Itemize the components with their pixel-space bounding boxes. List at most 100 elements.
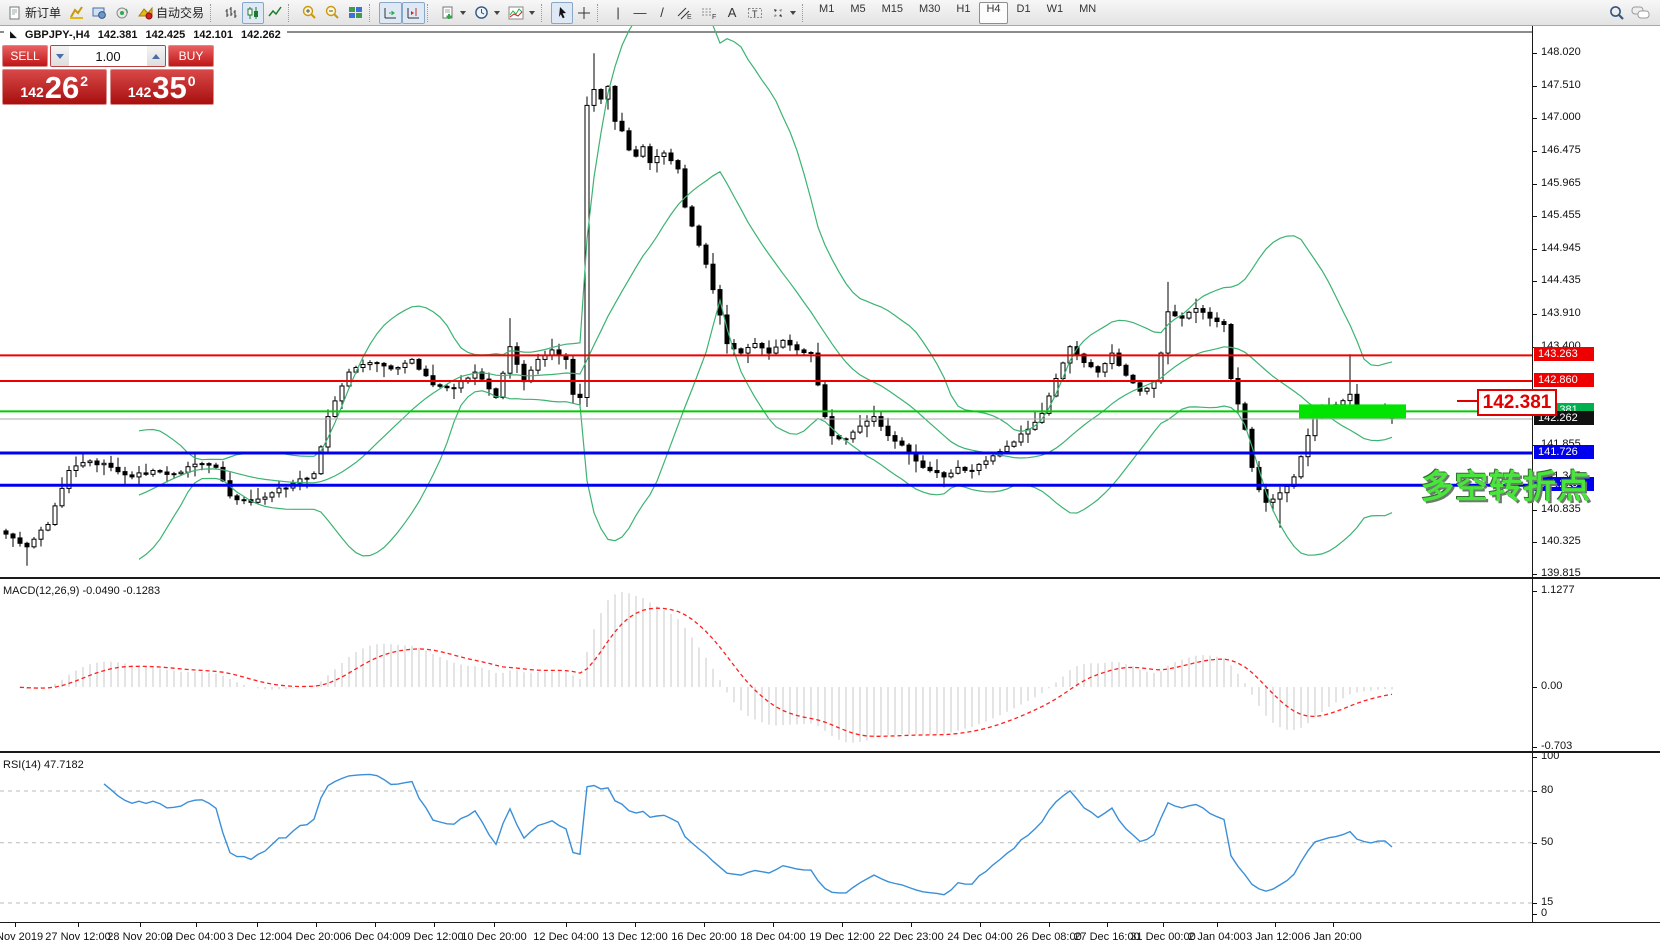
- volume-decrease-button[interactable]: [51, 46, 69, 66]
- new-order-button[interactable]: 新订单: [4, 2, 65, 24]
- cursor-button[interactable]: [551, 1, 574, 24]
- timeframe-M30[interactable]: M30: [919, 2, 941, 15]
- timeframe-M15[interactable]: M15: [881, 2, 903, 15]
- ohlc-close: 142.262: [241, 28, 281, 41]
- price-tick: 146.475: [1541, 144, 1581, 156]
- axis-tick-mark: [1533, 843, 1537, 844]
- text-button[interactable]: A: [721, 2, 743, 24]
- volume-spinner: [50, 45, 166, 67]
- time-tick-mark: [78, 923, 79, 927]
- fibonacci-icon: F: [702, 8, 716, 20]
- time-tick-mark: [635, 923, 636, 927]
- new-chart-dropdown[interactable]: [437, 2, 470, 24]
- time-tick-mark: [196, 923, 197, 927]
- time-tick-mark: [1217, 923, 1218, 927]
- zoom-in-button[interactable]: [298, 2, 321, 24]
- chart-shift-button[interactable]: [402, 1, 426, 24]
- price-level-tag: 141.218: [1534, 477, 1594, 491]
- crosshair-button[interactable]: [573, 2, 595, 24]
- volume-increase-button[interactable]: [147, 46, 165, 66]
- timeframe-W1[interactable]: W1: [1046, 2, 1064, 15]
- buy-price-box[interactable]: 142 35 0: [109, 69, 214, 105]
- fibonacci-button[interactable]: F: [697, 2, 721, 24]
- triangle-down-icon: [56, 53, 64, 59]
- price-level-tag: 142.860: [1534, 373, 1594, 387]
- arrows-dropdown[interactable]: [767, 2, 800, 24]
- zoom-in-icon: [302, 5, 316, 19]
- macd-pane[interactable]: [0, 582, 1532, 751]
- pane-divider[interactable]: [0, 751, 1660, 753]
- price-tick: 147.000: [1541, 111, 1581, 123]
- market-watch-button[interactable]: [65, 2, 88, 24]
- tile-windows-icon: [349, 6, 363, 18]
- vertical-line-button[interactable]: |: [607, 2, 629, 24]
- time-tick-mark: [566, 923, 567, 927]
- volume-input[interactable]: [69, 46, 147, 66]
- timeframe-H1[interactable]: H1: [956, 2, 971, 15]
- buy-button[interactable]: BUY: [168, 45, 214, 67]
- timeframe-MN[interactable]: MN: [1079, 2, 1097, 15]
- rsi-axis-tick: 15: [1541, 896, 1554, 908]
- equidistant-channel-button[interactable]: E: [673, 2, 697, 24]
- main-chart[interactable]: [0, 26, 1532, 577]
- time-label: 19 Dec 12:00: [809, 931, 875, 943]
- bull-bear-turning-point-annotation: 多空转折点: [1421, 468, 1591, 505]
- indicators-dropdown[interactable]: [504, 2, 539, 24]
- svg-text:F: F: [712, 14, 716, 20]
- bar-chart-button[interactable]: [220, 2, 242, 24]
- sell-button[interactable]: SELL: [2, 45, 48, 67]
- chat-icon[interactable]: [1631, 5, 1650, 20]
- time-label: 6 Dec 04:00: [345, 931, 405, 943]
- time-tick-mark: [1333, 923, 1334, 927]
- buy-price-main: 35: [152, 70, 187, 105]
- period-dropdown[interactable]: [470, 2, 504, 24]
- time-label: 5 Nov 2019: [0, 931, 44, 943]
- line-chart-button[interactable]: [264, 2, 286, 24]
- time-tick-mark: [842, 923, 843, 927]
- time-label: 24 Dec 04:00: [947, 931, 1013, 943]
- macd-axis-tick: -0.703: [1541, 739, 1573, 752]
- auto-trading-button[interactable]: 自动交易: [134, 2, 208, 24]
- timeframe-M1[interactable]: M1: [819, 2, 835, 15]
- sell-price-prefix: 142: [20, 84, 44, 100]
- data-window-button[interactable]: [88, 2, 111, 24]
- sell-price-box[interactable]: 142 26 2: [2, 69, 107, 105]
- time-label: 2 Dec 04:00: [166, 931, 226, 943]
- macd-axis-tick: 1.1277: [1541, 584, 1575, 597]
- macd-axis-tick: 0.00: [1541, 680, 1563, 692]
- time-tick-mark: [375, 923, 376, 927]
- horizontal-line-button[interactable]: —: [629, 2, 651, 24]
- symbol-icon: ◣: [10, 29, 17, 39]
- price-tick: 147.510: [1541, 79, 1581, 91]
- toolbar-separator: [597, 3, 603, 22]
- price-axis[interactable]: 148.020 147.510 147.000 146.475 145.965 145.4…: [1532, 26, 1660, 949]
- chart-root: ◣ GBPJPY-,H4 142.381 142.425 142.101 142…: [0, 26, 1660, 950]
- trendline-button[interactable]: /: [651, 2, 673, 24]
- rsi-axis-tick: 50: [1541, 836, 1554, 848]
- timeframe-D1[interactable]: D1: [1016, 2, 1031, 15]
- market-watch-icon: [70, 5, 84, 19]
- rsi-axis-tick: 0: [1541, 907, 1548, 919]
- toolbar-separator: [369, 3, 375, 22]
- timeframe-H4[interactable]: H4: [979, 1, 1008, 24]
- pane-divider[interactable]: [0, 577, 1660, 579]
- timeframe-M5[interactable]: M5: [850, 2, 866, 15]
- auto-scroll-button[interactable]: [379, 1, 403, 24]
- time-label: 9 Dec 12:00: [404, 931, 464, 943]
- time-tick-mark: [1107, 923, 1108, 927]
- axis-tick-mark: [1533, 687, 1537, 688]
- text-label-button[interactable]: T: [743, 2, 767, 24]
- candlestick-chart-button[interactable]: [242, 1, 265, 24]
- navigator-button[interactable]: [111, 2, 134, 24]
- tile-windows-button[interactable]: [344, 2, 367, 24]
- toolbar: 新订单 自动交易: [0, 0, 1660, 26]
- macd-label: MACD(12,26,9) -0.0490 -0.1283: [3, 585, 161, 597]
- time-tick-mark: [980, 923, 981, 927]
- zoom-out-button[interactable]: [321, 2, 344, 24]
- auto-trading-icon: [138, 6, 153, 19]
- rsi-pane[interactable]: [0, 755, 1532, 921]
- search-icon[interactable]: [1609, 5, 1625, 21]
- time-tick-mark: [1163, 923, 1164, 927]
- axis-tick-mark: [1533, 914, 1537, 915]
